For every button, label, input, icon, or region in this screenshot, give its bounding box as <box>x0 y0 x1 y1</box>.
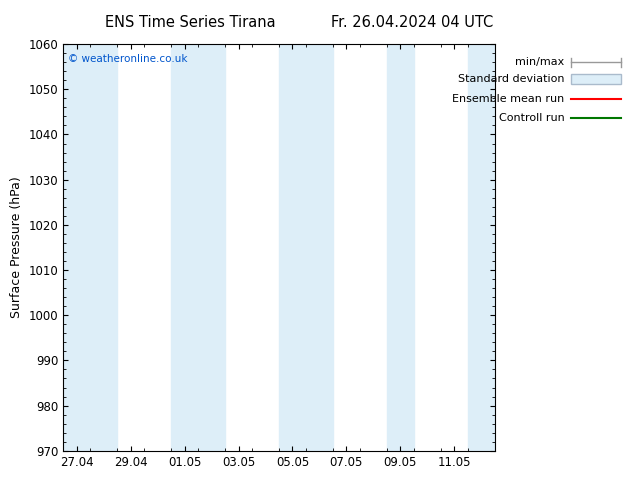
Text: ENS Time Series Tirana: ENS Time Series Tirana <box>105 15 276 30</box>
Bar <box>90 44 117 451</box>
Y-axis label: Surface Pressure (hPa): Surface Pressure (hPa) <box>10 176 23 318</box>
Bar <box>387 44 413 451</box>
Bar <box>198 44 225 451</box>
Bar <box>63 44 90 451</box>
Bar <box>468 44 495 451</box>
FancyBboxPatch shape <box>571 74 621 84</box>
Bar <box>279 44 306 451</box>
Text: Standard deviation: Standard deviation <box>458 74 564 84</box>
Text: min/max: min/max <box>515 57 564 67</box>
Text: Fr. 26.04.2024 04 UTC: Fr. 26.04.2024 04 UTC <box>331 15 493 30</box>
Text: Controll run: Controll run <box>498 113 564 123</box>
Bar <box>306 44 333 451</box>
Text: Ensemble mean run: Ensemble mean run <box>452 94 564 104</box>
Text: © weatheronline.co.uk: © weatheronline.co.uk <box>68 54 187 64</box>
Bar <box>171 44 198 451</box>
